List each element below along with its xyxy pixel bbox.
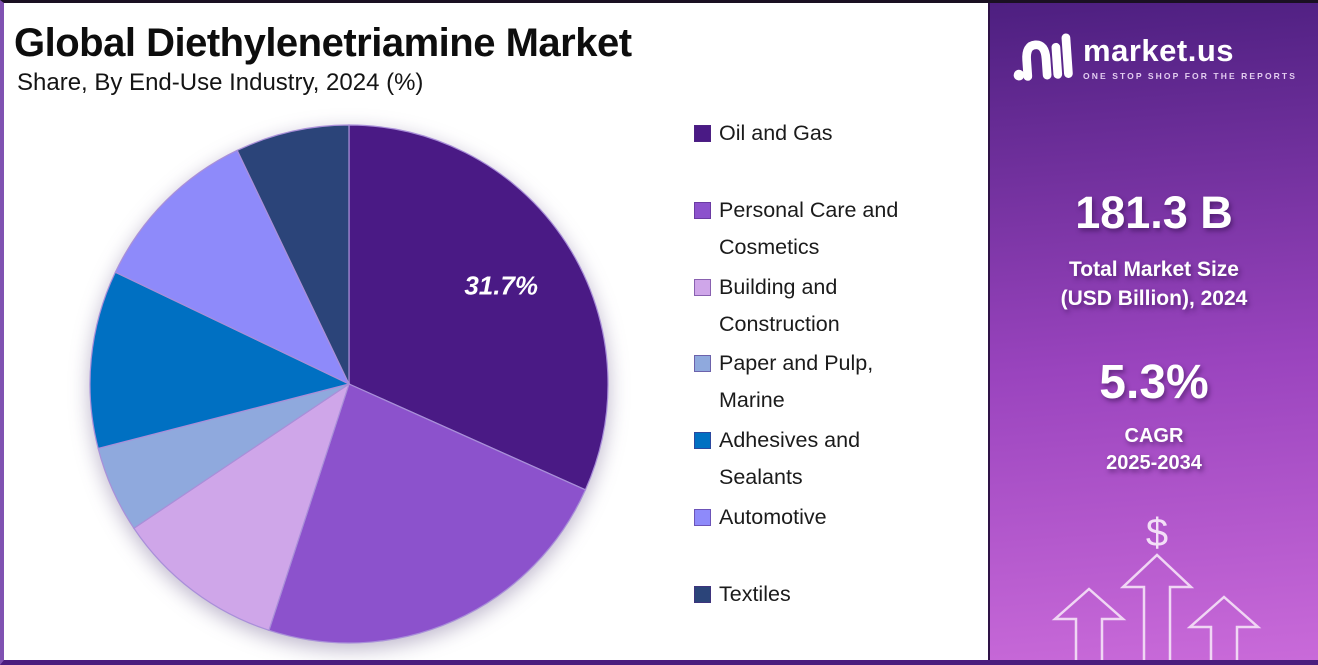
legend-item-oil-and-gas: Oil and Gas <box>694 115 982 192</box>
legend-swatch-automotive <box>694 508 711 526</box>
legend-item-paper-and-pulp-marine: Paper and Pulp, Marine <box>694 345 982 422</box>
pie-slice-value-label: 31.7% <box>464 270 538 300</box>
legend-swatch-oil-and-gas <box>694 125 711 142</box>
cagr-value: 5.3% <box>1099 356 1209 409</box>
logo-text: market.us <box>1083 33 1234 68</box>
legend-label-paper-and-pulp-marine: Paper and Pulp, Marine <box>719 351 874 413</box>
legend-label-building-and-construction: Building and Construction <box>719 274 840 336</box>
legend-label-adhesives-and-sealants: Adhesives and Sealants <box>719 428 861 490</box>
market-us-logo-icon <box>1013 33 1073 81</box>
pie-slice-personal-care-and-cosmetics <box>268 383 587 644</box>
legend-item-textiles: Textiles <box>694 576 982 653</box>
pie-slice-textiles <box>236 124 350 385</box>
legend-swatch-building-and-construction <box>694 278 711 296</box>
growth-arrows-icon: $ <box>1051 511 1262 660</box>
logo-tagline: ONE STOP SHOP FOR THE REPORTS <box>1083 71 1297 81</box>
legend-swatch-adhesives-and-sealants <box>694 432 711 450</box>
legend-label-personal-care-and-cosmetics: Personal Care and Cosmetics <box>719 197 899 259</box>
legend-swatch-personal-care-and-cosmetics <box>694 201 711 219</box>
pie-slice-automotive <box>114 149 351 386</box>
legend-label-oil-and-gas: Oil and Gas <box>719 121 833 145</box>
legend-item-building-and-construction: Building and Construction <box>694 269 982 346</box>
pie-slice-oil-and-gas <box>348 124 609 491</box>
legend-item-automotive: Automotive <box>694 499 982 576</box>
sidebar: market.us ONE STOP SHOP FOR THE REPORTS … <box>988 3 1318 660</box>
pie-slice-adhesives-and-sealants <box>89 271 351 450</box>
chart-subtitle: Share, By End-Use Industry, 2024 (%) <box>17 69 424 96</box>
legend-swatch-textiles <box>694 585 711 603</box>
legend-item-personal-care-and-cosmetics: Personal Care and Cosmetics <box>694 192 982 269</box>
market-size-value: 181.3 B <box>1075 187 1233 238</box>
legend-item-adhesives-and-sealants: Adhesives and Sealants <box>694 422 982 499</box>
chart-title: Global Diethylenetriamine Market <box>14 21 632 65</box>
legend-label-textiles: Textiles <box>719 581 791 606</box>
pie-chart: 31.7% <box>89 124 609 644</box>
pie-slice-building-and-construction <box>133 382 351 632</box>
legend-label-automotive: Automotive <box>719 504 827 529</box>
legend-swatch-paper-and-pulp-marine <box>694 355 711 373</box>
market-us-logo: market.us ONE STOP SHOP FOR THE REPORTS <box>990 31 1318 83</box>
legend: Oil and Gas Personal Care and Cosmetics B… <box>694 115 982 653</box>
chart-area: Global Diethylenetriamine Market Share, … <box>4 3 988 660</box>
market-size-label: Total Market Size (USD Billion), 2024 <box>1060 258 1248 310</box>
pie-chart-container: 31.7% <box>82 117 616 651</box>
cagr-label: CAGR 2025-2034 <box>1106 425 1202 474</box>
dollar-icon: $ <box>1146 511 1168 555</box>
